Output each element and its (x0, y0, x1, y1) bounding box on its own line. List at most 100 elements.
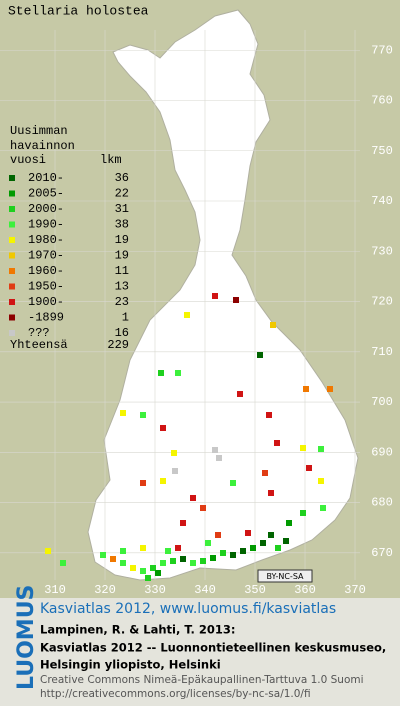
observation-square (140, 480, 146, 486)
legend-count: 22 (115, 187, 129, 201)
x-tick-label: 350 (244, 583, 266, 597)
observation-square (140, 412, 146, 418)
map-title: Stellaria holostea (8, 3, 149, 18)
observation-square (165, 548, 171, 554)
observation-square (300, 510, 306, 516)
legend-swatch (9, 252, 15, 259)
observation-square (150, 565, 156, 571)
observation-square (175, 545, 181, 551)
legend-heading: Uusimman (10, 124, 68, 138)
citation-line: Kasviatlas 2012 -- Luonnontieteellinen k… (40, 641, 386, 655)
finland-outline (87, 9, 359, 581)
legend-swatch (9, 221, 15, 228)
x-tick-label: 320 (94, 583, 116, 597)
observation-square (212, 293, 218, 299)
legend-swatch (9, 314, 15, 321)
y-tick-label: 700 (371, 395, 393, 409)
legend-total-label: Yhteensä (10, 338, 68, 352)
license-line[interactable]: http://creativecommons.org/licenses/by-n… (40, 688, 311, 700)
legend-count: 31 (115, 202, 129, 216)
observation-square (170, 558, 176, 564)
observation-square (266, 412, 272, 418)
y-tick-label: 740 (371, 194, 393, 208)
grid: 670 680 690 700 710 720 730 740 750 760 770 310 320 3… (0, 30, 393, 597)
legend-label: 1970- (28, 249, 64, 263)
observation-square (318, 446, 324, 452)
observation-square (130, 565, 136, 571)
legend-label: 2010- (28, 171, 64, 185)
observation-square (45, 548, 51, 554)
observation-square (268, 490, 274, 496)
observation-square (306, 465, 312, 471)
observation-square (318, 478, 324, 484)
legend-label: 2000- (28, 202, 64, 216)
x-tick-label: 360 (294, 583, 316, 597)
observation-square (120, 548, 126, 554)
observation-square (240, 548, 246, 554)
legend-swatch (9, 268, 15, 274)
observation-square (205, 540, 211, 546)
citation-line: Lampinen, R. & Lahti, T. 2013: (40, 623, 235, 637)
observation-square (245, 530, 251, 536)
observation-square (250, 545, 256, 551)
legend-label: 1950- (28, 280, 64, 294)
observation-square (212, 447, 218, 453)
x-tick-label: 340 (194, 583, 216, 597)
legend-swatch (9, 237, 15, 243)
license-line: Creative Commons Nimeä-Epäkaupallinen-Ta… (40, 674, 364, 686)
observation-square (200, 558, 206, 564)
legend-heading: vuosi (10, 153, 46, 167)
observation-square (180, 556, 186, 562)
observation-square (268, 532, 274, 538)
observation-square (215, 532, 221, 538)
observation-square (257, 352, 263, 358)
badge-text: BY-NC-SA (266, 572, 304, 581)
legend-swatch (9, 175, 15, 181)
observation-square (160, 560, 166, 566)
legend-count-heading: lkm (100, 153, 122, 167)
legend-swatch (9, 299, 15, 305)
legend-total: 229 (107, 338, 129, 352)
observation-square (172, 468, 178, 474)
legend: Uusimman havainnon vuosi lkm Yhteensä 22… (9, 124, 129, 352)
license-badge: BY-NC-SA (257, 569, 313, 583)
legend-count: 11 (115, 264, 129, 278)
y-tick-label: 760 (371, 94, 393, 108)
observation-square (140, 545, 146, 551)
observation-square (300, 445, 306, 451)
y-tick-label: 680 (371, 496, 393, 510)
legend-label: ??? (28, 326, 50, 340)
observation-square (216, 455, 222, 461)
observation-square (270, 322, 276, 328)
legend-heading: havainnon (10, 139, 75, 153)
observation-square (158, 370, 164, 376)
observation-square (200, 505, 206, 511)
legend-label: 2005- (28, 187, 64, 201)
legend-label: 1980- (28, 233, 64, 247)
legend-count: 36 (115, 171, 129, 185)
footer-link[interactable]: Kasviatlas 2012, www.luomus.fi/kasviatla… (40, 601, 336, 617)
observations (45, 293, 333, 581)
legend-label: 1960- (28, 264, 64, 278)
observation-square (120, 410, 126, 416)
observation-square (190, 495, 196, 501)
observation-square (140, 568, 146, 574)
observation-square (283, 538, 289, 544)
legend-label: 1900- (28, 295, 64, 309)
observation-square (275, 545, 281, 551)
observation-square (184, 312, 190, 318)
observation-square (220, 550, 226, 556)
legend-count: 38 (115, 218, 129, 232)
y-tick-label: 670 (371, 546, 393, 560)
legend-swatch (9, 206, 15, 212)
legend-swatch (9, 330, 15, 336)
x-tick-label: 310 (44, 583, 66, 597)
observation-square (155, 570, 161, 576)
citation-line: Helsingin yliopisto, Helsinki (40, 658, 221, 672)
y-tick-label: 710 (371, 345, 393, 359)
observation-square (260, 540, 266, 546)
observation-square (303, 386, 309, 392)
x-tick-label: 370 (344, 583, 366, 597)
